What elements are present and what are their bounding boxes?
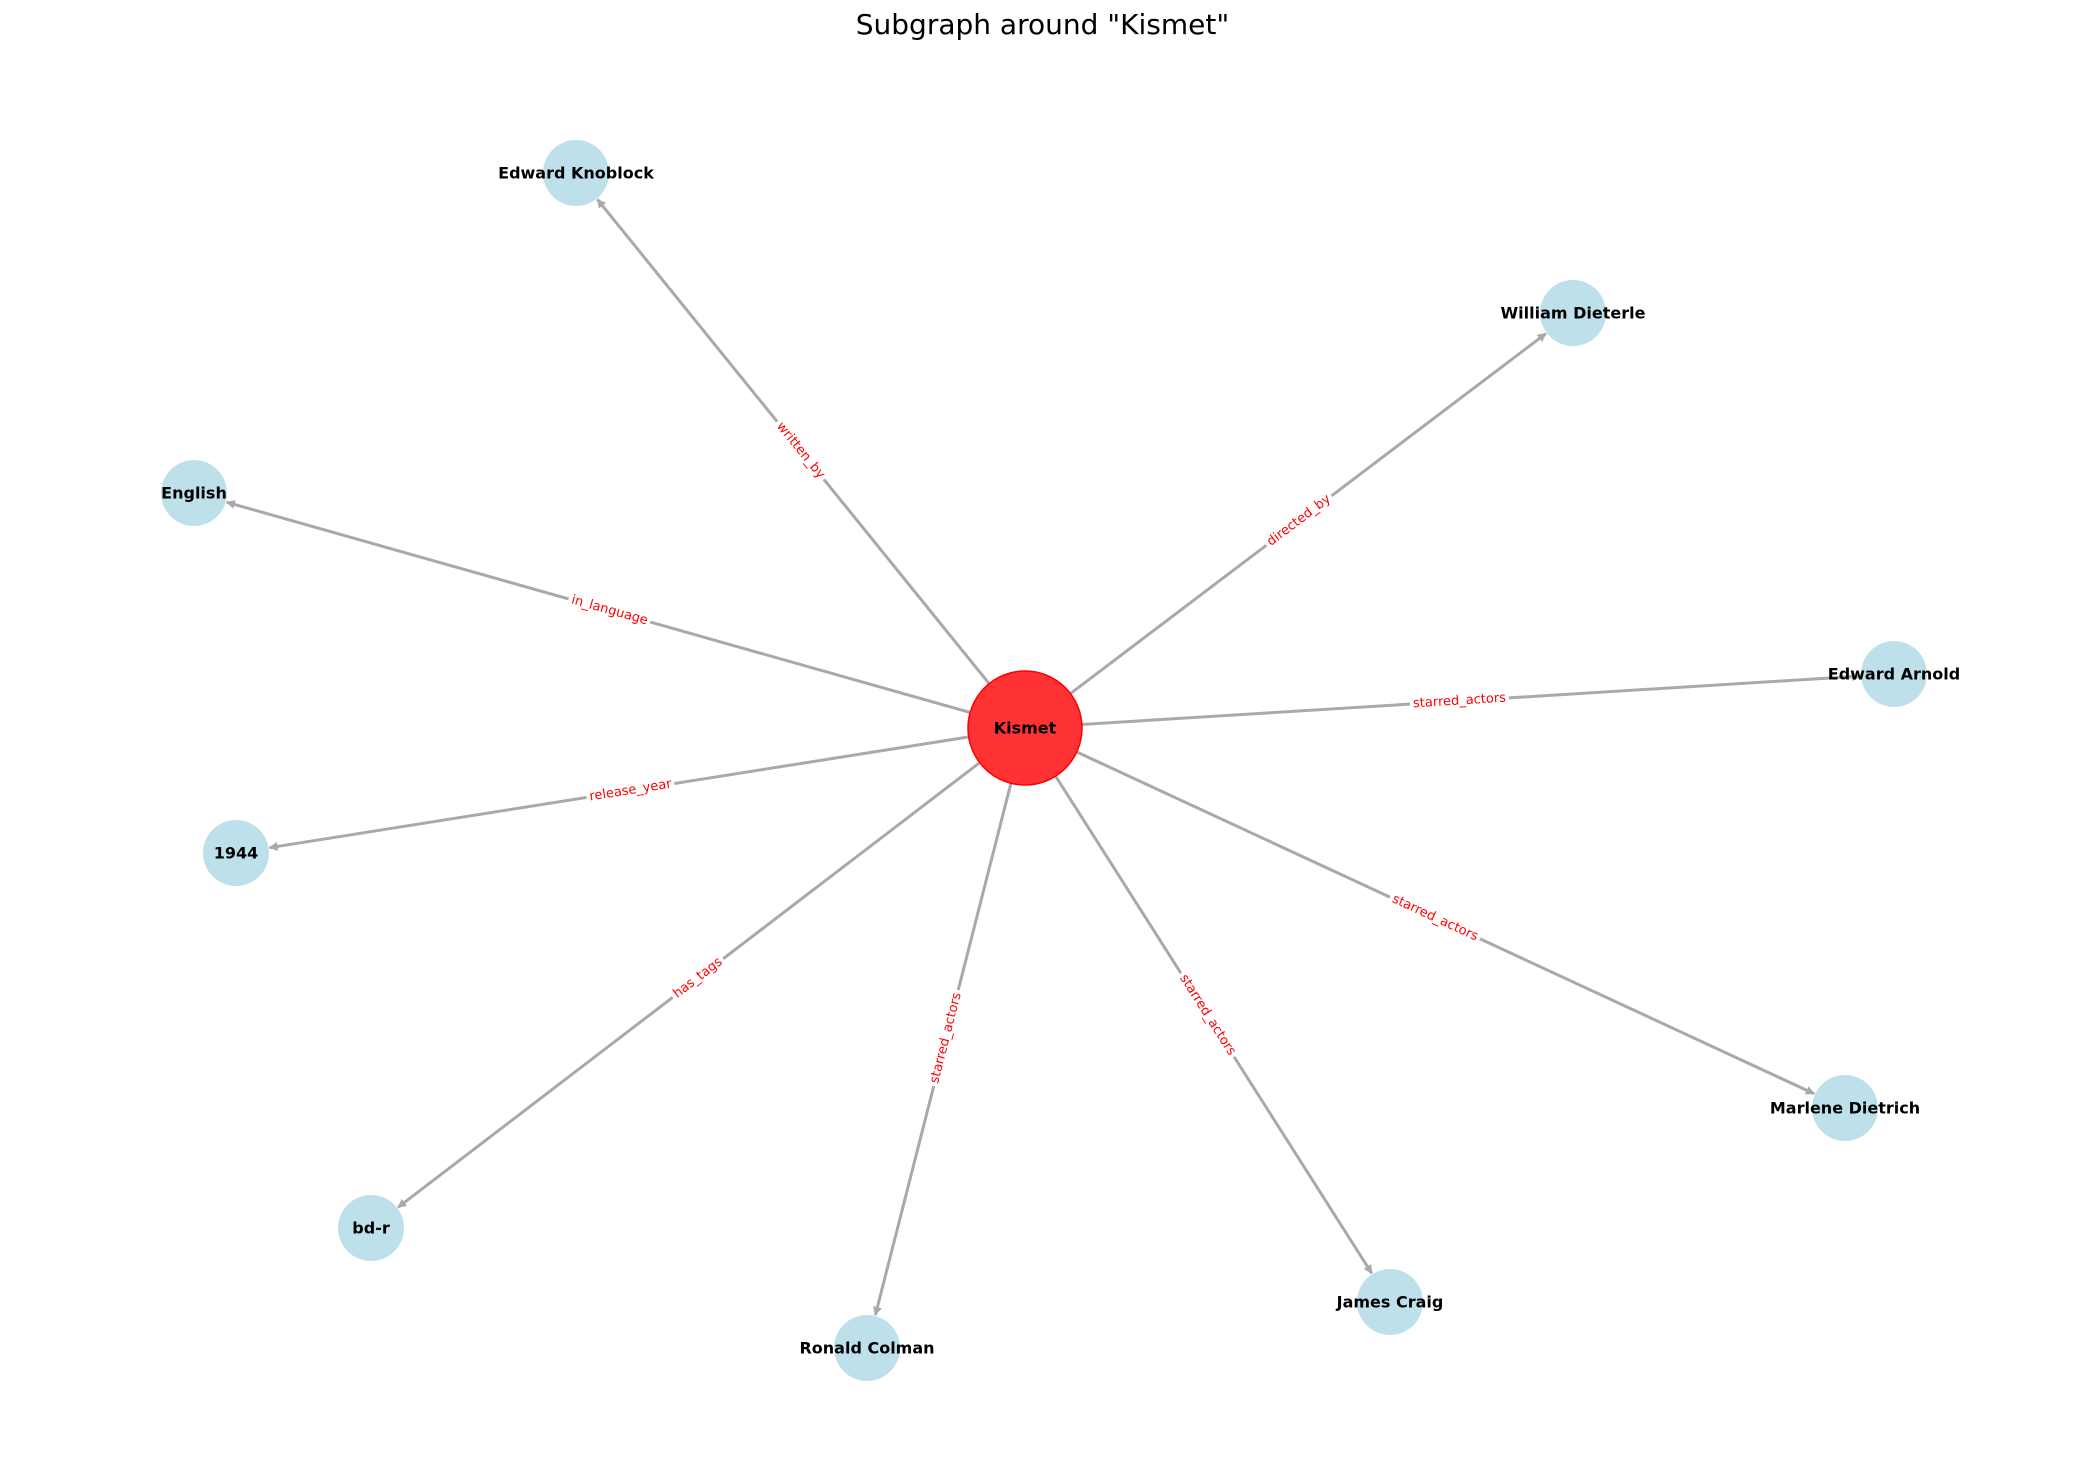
- edge-label-edward-arnold: starred_actors: [1409, 689, 1510, 713]
- edge-label-marlene-dietrich: starred_actors: [1386, 889, 1484, 947]
- node-ronald-colman[interactable]: Ronald Colman: [799, 1315, 935, 1381]
- node-edward-knoblock[interactable]: Edward Knoblock: [498, 140, 654, 206]
- edge-label-text: release_year: [588, 777, 673, 805]
- node-circle[interactable]: [338, 1195, 404, 1261]
- edge-label-text: starred_actors: [1413, 691, 1507, 712]
- edge-label-edward-knoblock: written_by: [770, 416, 831, 485]
- node-english[interactable]: English: [161, 460, 227, 526]
- node-label: William Dieterle: [1501, 304, 1646, 323]
- node-label: Marlene Dietrich: [1770, 1099, 1920, 1118]
- node-label: bd-r: [352, 1219, 390, 1238]
- graph-title: Subgraph around "Kismet": [855, 8, 1230, 41]
- edge-label-1944: release_year: [585, 775, 676, 806]
- node-circle[interactable]: [1540, 280, 1606, 346]
- node-edward-arnold[interactable]: Edward Arnold: [1828, 641, 1960, 707]
- node-1944[interactable]: 1944: [203, 820, 269, 886]
- node-james-craig[interactable]: James Craig: [1336, 1269, 1444, 1335]
- edge-label-text: has_tags: [671, 954, 726, 1001]
- nodes-layer: Edward Knoblock William Dieterle English Ed…: [161, 140, 1960, 1381]
- node-label: Edward Arnold: [1828, 665, 1960, 684]
- edge-label-james-craig: starred_actors: [1174, 968, 1241, 1062]
- node-kismet[interactable]: Kismet: [967, 670, 1083, 786]
- node-label: Ronald Colman: [799, 1339, 934, 1358]
- edge-label-text: starred_actors: [1390, 892, 1481, 945]
- node-label: 1944: [214, 844, 259, 863]
- edge-label-bd-r: has_tags: [667, 952, 729, 1004]
- edge-label-text: starred_actors: [1176, 972, 1239, 1059]
- edge-label-english: in_language: [566, 591, 653, 630]
- edge-label-william-dieterle: directed_by: [1261, 489, 1337, 552]
- edge-label-text: written_by: [773, 419, 828, 482]
- node-circle[interactable]: [1812, 1075, 1878, 1141]
- node-william-dieterle[interactable]: William Dieterle: [1501, 280, 1646, 346]
- node-label: Edward Knoblock: [498, 164, 654, 183]
- node-label: James Craig: [1336, 1293, 1444, 1312]
- edge-label-text: starred_actors: [927, 991, 965, 1085]
- node-label: English: [161, 484, 227, 503]
- center-node-circle[interactable]: [967, 670, 1083, 786]
- center-node-label: Kismet: [994, 719, 1057, 738]
- node-circle[interactable]: [203, 820, 269, 886]
- node-marlene-dietrich[interactable]: Marlene Dietrich: [1770, 1075, 1920, 1141]
- node-circle[interactable]: [834, 1315, 900, 1381]
- node-circle[interactable]: [1861, 641, 1927, 707]
- node-circle[interactable]: [1357, 1269, 1423, 1335]
- node-circle[interactable]: [161, 460, 227, 526]
- edge-label-text: directed_by: [1264, 491, 1334, 549]
- edge-label-ronald-colman: starred_actors: [926, 988, 966, 1088]
- node-bd-r[interactable]: bd-r: [338, 1195, 404, 1261]
- node-circle[interactable]: [543, 140, 609, 206]
